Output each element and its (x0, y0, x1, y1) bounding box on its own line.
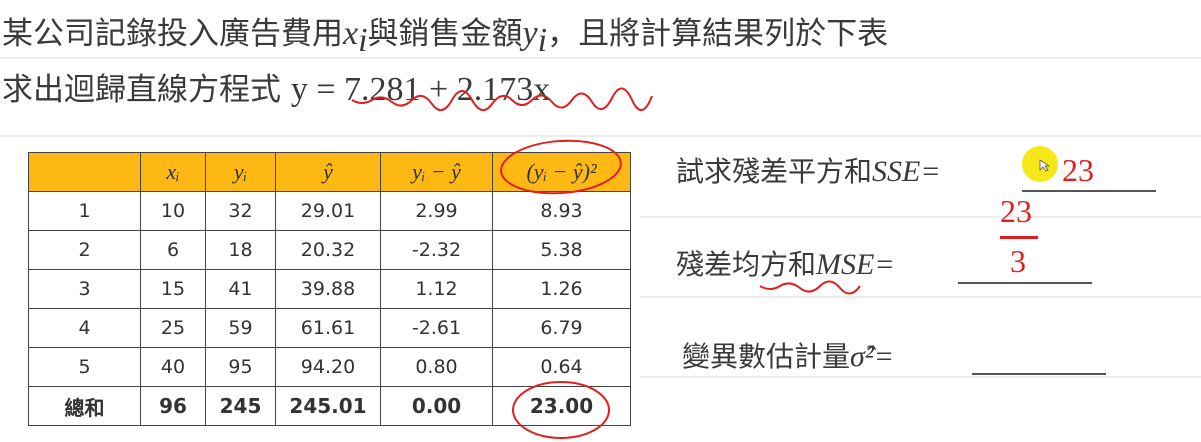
red-circle (512, 381, 610, 439)
text: 求出迴歸直線方程式 (2, 72, 291, 108)
cell: 95 (205, 347, 276, 387)
text: ，且將計算結果列於下表 (547, 16, 889, 52)
cell: 2 (28, 230, 141, 270)
cell: -2.32 (380, 230, 493, 270)
problem-statement: 某公司記錄投入廣告費用xi與銷售金額yi，且將計算結果列於下表 (2, 8, 888, 60)
table-row: 5 40 95 94.20 0.80 0.64 (28, 347, 631, 387)
header-cell: yᵢ − ŷ (380, 152, 493, 192)
mse-question: 殘差均方和MSE= (676, 243, 895, 283)
red-underline (351, 87, 653, 111)
red-underline (759, 280, 861, 295)
slide-rule (640, 216, 1201, 218)
cell: 4 (28, 308, 141, 348)
cell: 5.38 (492, 230, 631, 270)
sse-question: 試求殘差平方和SSE= (676, 150, 941, 190)
var-x: x (343, 15, 359, 52)
cell: -2.61 (380, 308, 493, 348)
cell: 245.01 (275, 386, 381, 426)
mouse-pointer-icon (1039, 159, 1051, 172)
data-table: xᵢ yᵢ ŷ yᵢ − ŷ (yᵢ − ŷ)² 1 10 32 29.01 2.99 8… (28, 152, 631, 426)
text: 變異數估計量 (682, 340, 851, 373)
cell: 10 (140, 191, 206, 231)
red-circle (500, 139, 622, 195)
text: σ̂²= (850, 340, 895, 373)
text: 試求殘差平方和 (676, 155, 873, 188)
table-header-row: xᵢ yᵢ ŷ yᵢ − ŷ (yᵢ − ŷ)² (28, 152, 631, 192)
text: 殘差均方和 (676, 248, 817, 281)
slide-rule (640, 376, 1201, 378)
header-cell: xᵢ (140, 152, 206, 192)
sse-answer-blank (1022, 190, 1156, 192)
cell: 40 (140, 347, 206, 387)
cell: 8.93 (492, 191, 631, 231)
cell: 1.26 (492, 269, 631, 309)
table-row: 3 15 41 39.88 1.12 1.26 (28, 269, 631, 309)
mse-numerator: 23 (1000, 193, 1032, 229)
cell: 總和 (28, 386, 141, 426)
cell: 0.64 (492, 347, 631, 387)
table-row: 1 10 32 29.01 2.99 8.93 (28, 191, 631, 231)
slide-rule (640, 296, 1201, 298)
text: 某公司記錄投入廣告費用 (2, 16, 343, 52)
cell: 96 (140, 386, 206, 426)
text: MSE= (816, 248, 895, 281)
cell: 41 (205, 269, 276, 309)
cell: 61.61 (275, 308, 381, 348)
sse-answer: 23 (1062, 152, 1094, 188)
text: SSE= (872, 155, 941, 188)
cell: 0.00 (380, 386, 493, 426)
mse-denominator: 3 (1010, 243, 1026, 279)
variance-question: 變異數估計量σ̂²= (682, 335, 894, 375)
var-y: y (522, 15, 538, 52)
cell: 94.20 (275, 347, 381, 387)
mse-answer-blank (958, 282, 1092, 284)
cell: 245 (205, 386, 276, 426)
fraction-bar (1000, 236, 1038, 239)
variance-answer-blank (972, 373, 1106, 375)
cell: 25 (140, 308, 206, 348)
subscript: i (358, 22, 368, 60)
cell: 2.99 (380, 191, 493, 231)
slide-rule (0, 135, 1201, 137)
header-cell: ŷ (275, 152, 381, 192)
cell: 0.80 (380, 347, 493, 387)
regression-equation-line: 求出迴歸直線方程式 y = 7.281 + 2.173x (2, 64, 550, 109)
cell: 5 (28, 347, 141, 387)
text: 與銷售金額 (367, 16, 523, 52)
subscript: i (537, 22, 548, 60)
regression-equation: y = 7.281 + 2.173x (290, 71, 551, 108)
cell: 29.01 (275, 191, 381, 231)
cell: 32 (205, 191, 276, 231)
cell: 39.88 (275, 269, 381, 309)
slide-rule (0, 57, 1201, 59)
cell: 1 (28, 191, 141, 231)
